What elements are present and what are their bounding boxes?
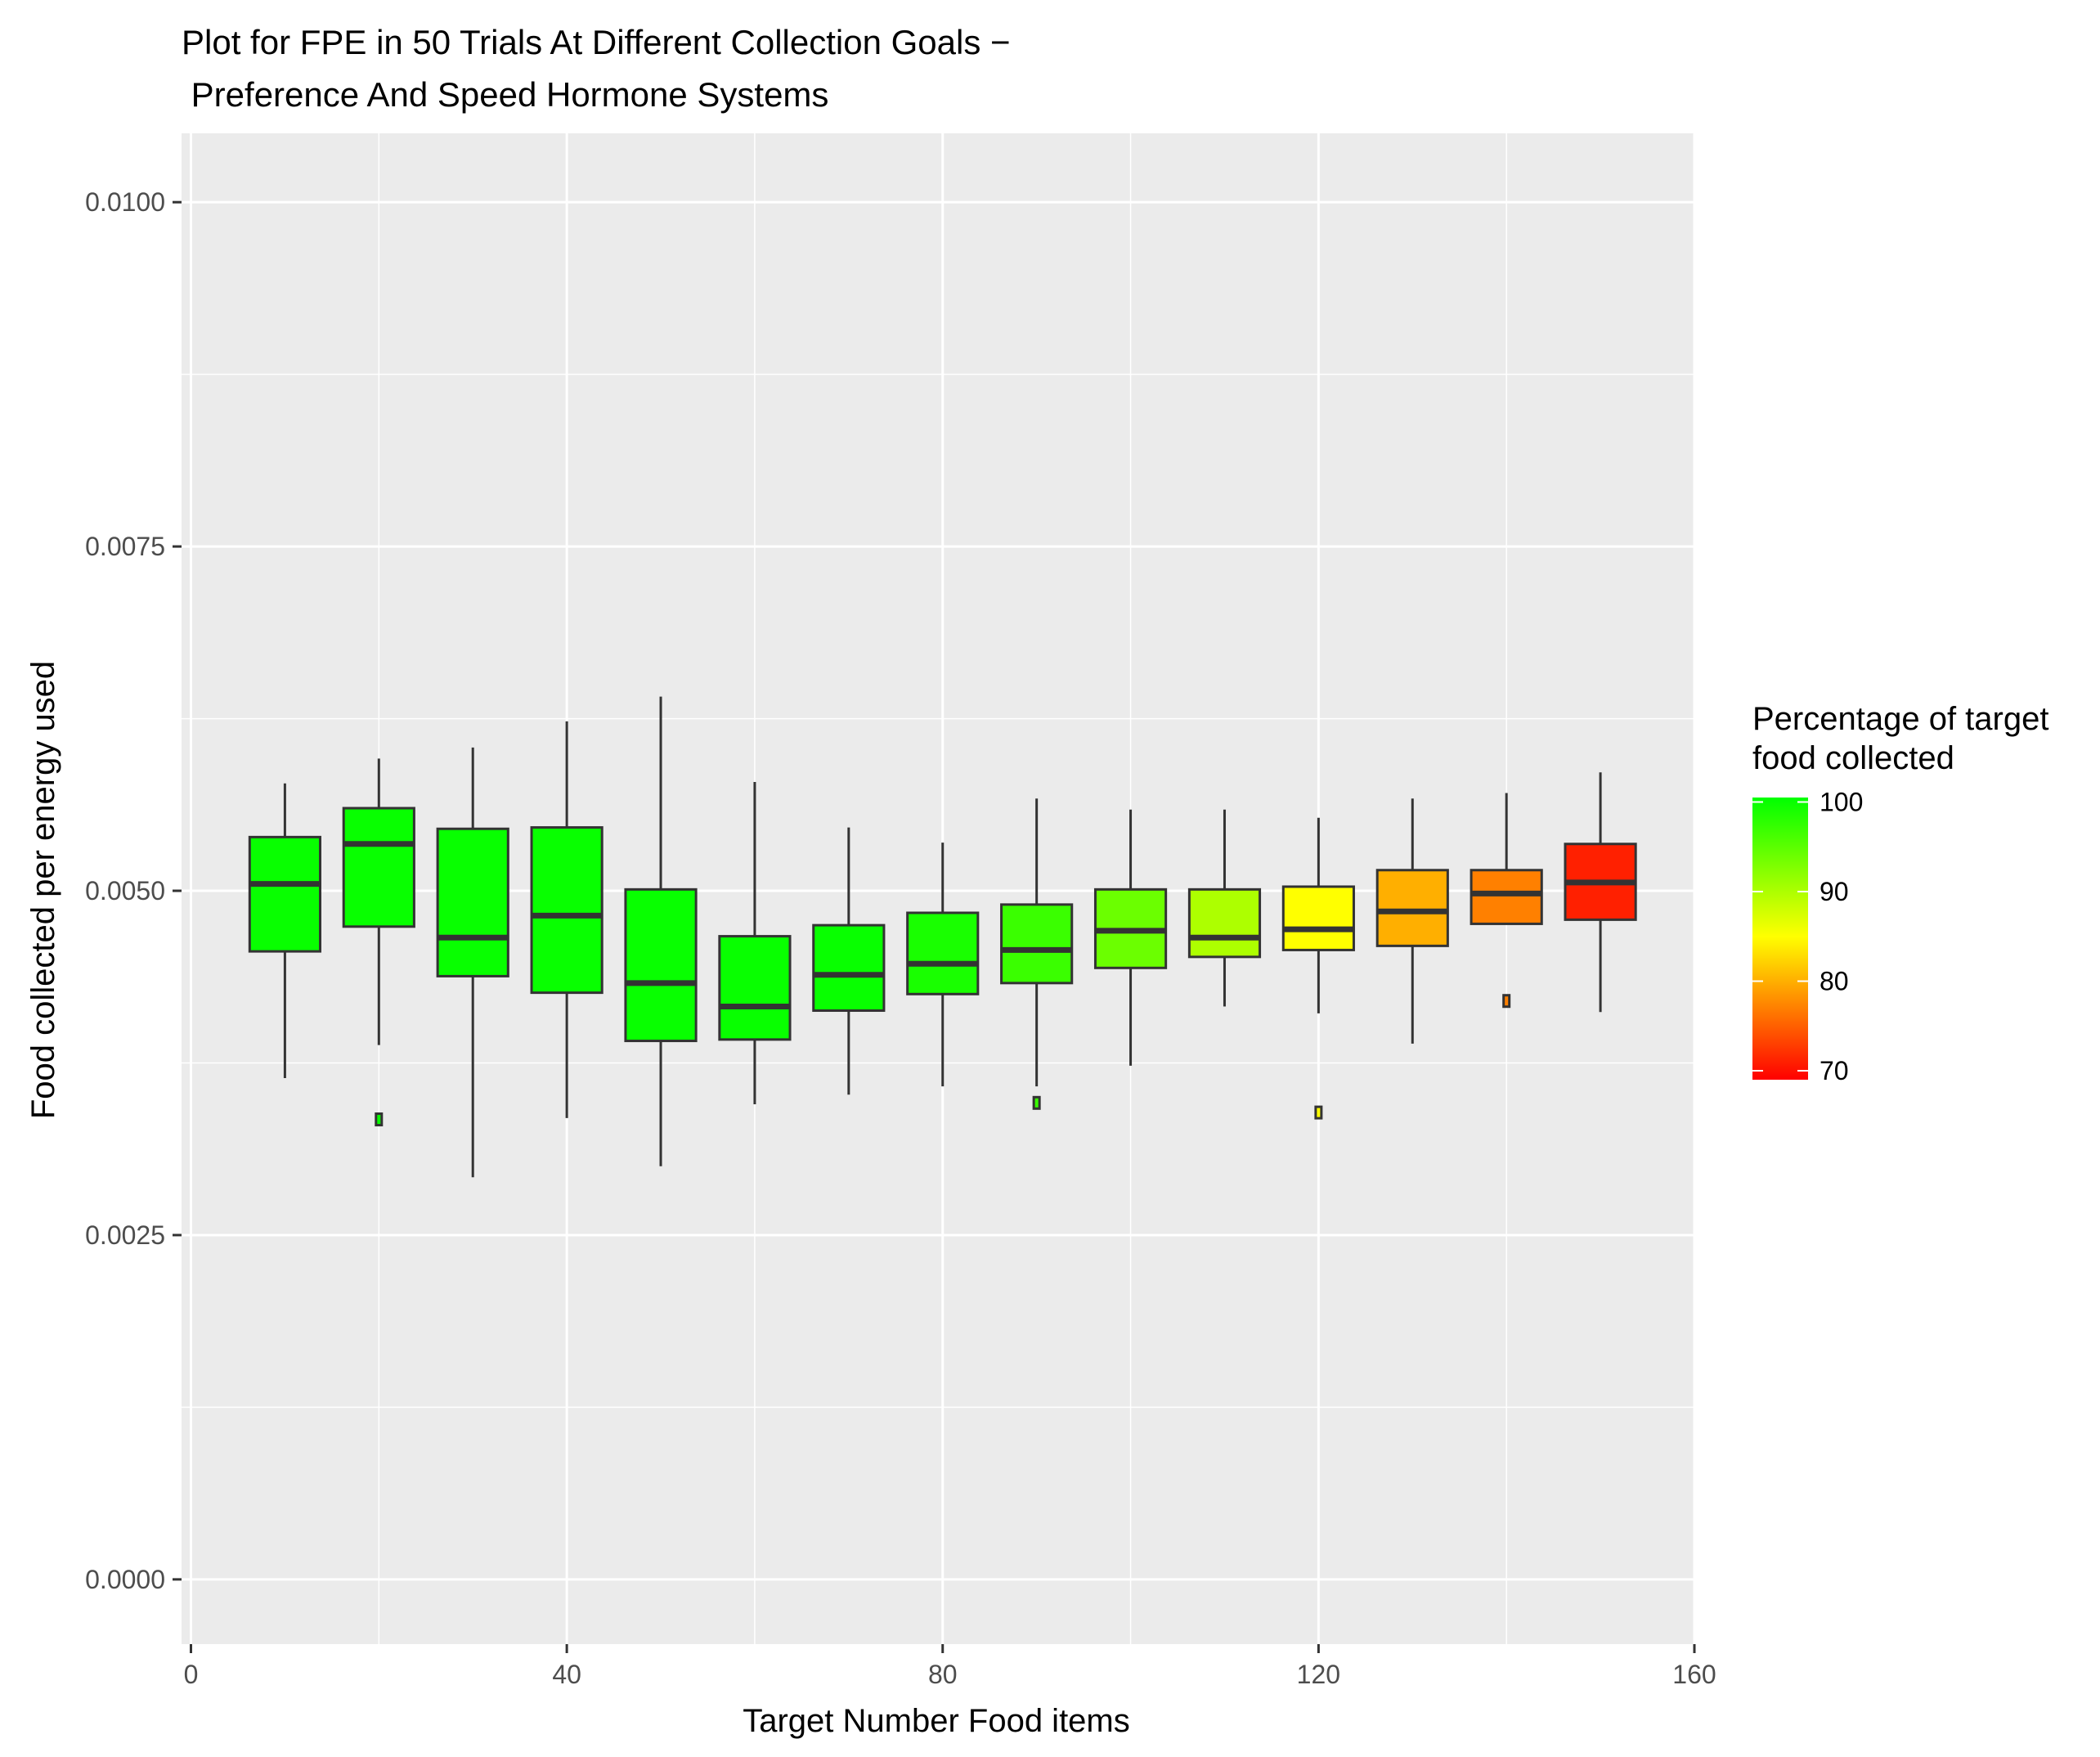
y-tick-label: 0.0025 — [85, 1220, 165, 1250]
box-iqr — [812, 923, 886, 1013]
box-iqr — [1000, 903, 1074, 985]
box-group-100 — [1093, 809, 1168, 1066]
x-tick-label: 120 — [1297, 1660, 1340, 1689]
legend-colorbar — [1752, 798, 1808, 1080]
outlier-point — [1314, 1105, 1323, 1120]
legend-title-line-2: food collected — [1752, 740, 1954, 776]
box-iqr — [624, 887, 698, 1043]
y-axis-title: Food collected per energy used — [25, 661, 61, 1119]
x-tick-label: 80 — [928, 1660, 958, 1689]
y-tick-label: 0.0050 — [85, 876, 165, 905]
outlier-point — [1032, 1095, 1041, 1110]
box-iqr — [342, 807, 415, 928]
outlier-point — [375, 1112, 384, 1127]
box-group-10 — [248, 783, 321, 1079]
chart-title-line-2: Preference And Speed Hormone Systems — [182, 75, 828, 114]
y-tick-label: 0.0075 — [85, 532, 165, 561]
legend-tick-label: 90 — [1820, 877, 1849, 906]
box-iqr — [248, 835, 321, 953]
boxes — [248, 696, 1637, 1178]
x-tick-label: 160 — [1672, 1660, 1716, 1689]
box-group-40 — [530, 721, 604, 1118]
x-tick-label: 40 — [552, 1660, 581, 1689]
box-group-110 — [1187, 809, 1262, 1007]
chart-title-line-1: Plot for FPE in 50 Trials At Different C… — [182, 23, 1011, 61]
box-group-120 — [1281, 817, 1355, 1120]
x-axis-title: Target Number Food items — [743, 1703, 1130, 1739]
box-group-60 — [718, 782, 792, 1104]
x-tick-label: 0 — [184, 1660, 199, 1689]
box-iqr — [1281, 885, 1355, 951]
box-iqr — [1187, 887, 1262, 959]
legend-title-line-1: Percentage of target — [1752, 701, 2048, 737]
box-iqr — [530, 826, 604, 995]
box-iqr — [1375, 869, 1449, 947]
outlier-point — [1502, 994, 1511, 1009]
box-group-80 — [906, 843, 980, 1087]
box-group-30 — [436, 747, 509, 1178]
box-group-70 — [812, 827, 886, 1095]
box-group-50 — [624, 696, 698, 1166]
box-group-150 — [1564, 772, 1637, 1013]
box-iqr — [1470, 869, 1543, 925]
legend-tick-label: 80 — [1820, 967, 1849, 996]
axes: 0 40 80 120 160 0.0000 0.0025 0.0050 0.0075 0.010… — [85, 187, 1716, 1689]
box-group-20 — [342, 758, 415, 1127]
box-group-130 — [1375, 798, 1449, 1044]
box-iqr — [436, 827, 509, 977]
box-group-90 — [1000, 798, 1074, 1110]
legend-tick-label: 100 — [1820, 787, 1863, 816]
box-group-140 — [1470, 793, 1543, 1009]
y-tick-label: 0.0000 — [85, 1565, 165, 1594]
y-tick-label: 0.0100 — [85, 187, 165, 217]
legend-tick-label: 70 — [1820, 1056, 1849, 1085]
box-iqr — [718, 935, 792, 1041]
box-iqr — [906, 911, 980, 995]
